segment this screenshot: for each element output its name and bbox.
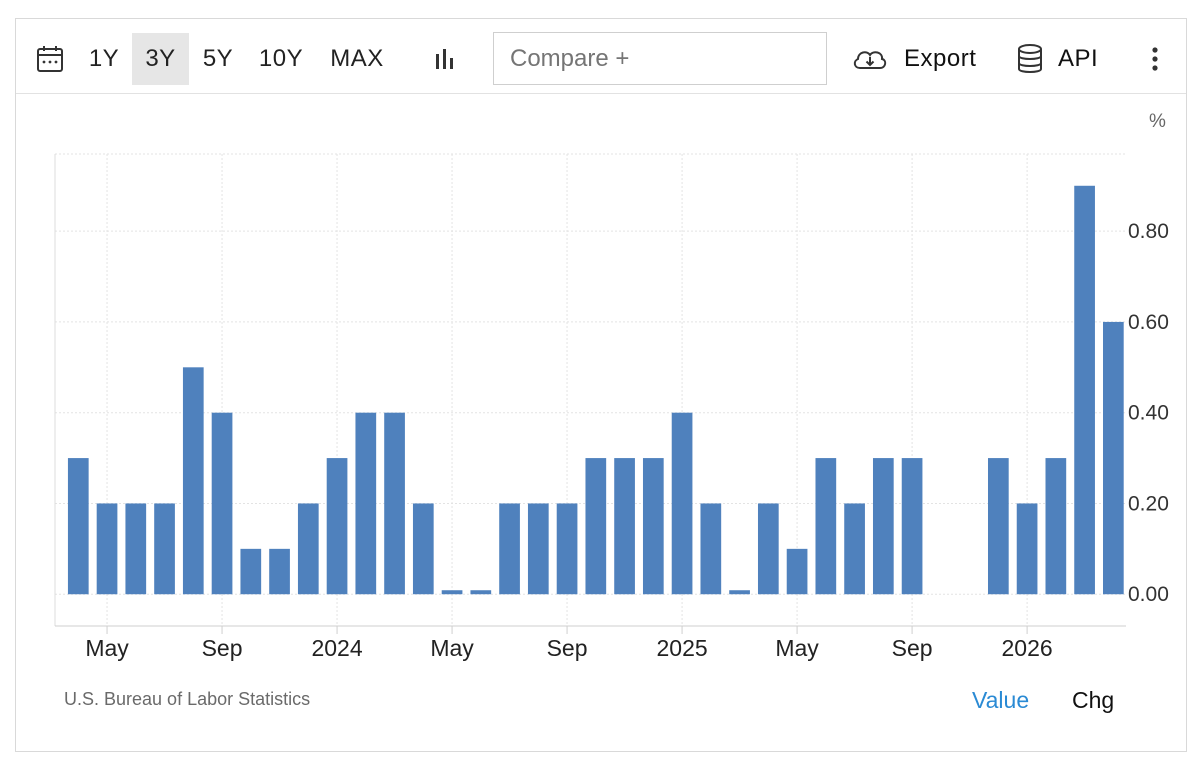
bar xyxy=(844,503,865,595)
x-tick-label: Sep xyxy=(892,635,933,661)
more-options-button[interactable] xyxy=(1140,33,1170,85)
y-tick-label: 0.60 xyxy=(1128,311,1169,334)
bar xyxy=(67,458,89,595)
y-axis-unit: % xyxy=(1149,111,1166,132)
bar xyxy=(642,458,664,595)
bar xyxy=(1074,185,1095,595)
bar xyxy=(240,548,262,595)
bar xyxy=(297,503,319,595)
x-tick-label: Sep xyxy=(547,635,588,661)
bar xyxy=(901,458,923,595)
x-tick-label: 2025 xyxy=(656,635,707,661)
bar xyxy=(499,503,520,595)
cloud-download-icon xyxy=(853,51,887,69)
bar xyxy=(1102,321,1124,595)
bar xyxy=(326,458,348,595)
calendar-button[interactable] xyxy=(30,33,70,85)
y-tick-label: 0.40 xyxy=(1128,402,1169,425)
bar xyxy=(757,503,779,595)
bar xyxy=(441,590,463,595)
bar xyxy=(729,590,750,595)
x-tick-label: May xyxy=(775,635,819,661)
export-button[interactable]: Export xyxy=(850,33,986,85)
bar xyxy=(125,503,147,595)
export-label: Export xyxy=(904,45,977,72)
chart-toolbar: 1Y 3Y 5Y 10Y MAX Compare + Export xyxy=(16,19,1186,94)
bar xyxy=(872,458,894,595)
bar xyxy=(987,458,1009,595)
value-toggle[interactable]: Value xyxy=(972,687,1030,713)
range-5y-button[interactable]: 5Y xyxy=(202,45,234,72)
bar xyxy=(182,367,204,595)
bar xyxy=(671,412,693,595)
range-3y-button[interactable]: 3Y xyxy=(132,33,189,85)
x-tick-label: May xyxy=(85,635,129,661)
x-tick-label: 2024 xyxy=(311,635,362,661)
bar xyxy=(412,503,434,595)
x-tick-label: Sep xyxy=(202,635,243,661)
bar xyxy=(556,503,578,595)
bar xyxy=(470,590,492,595)
bar xyxy=(211,412,233,595)
database-icon xyxy=(1018,44,1042,73)
bar xyxy=(96,503,118,595)
source-credit[interactable]: U.S. Bureau of Labor Statistics xyxy=(64,689,311,709)
chart-type-button[interactable] xyxy=(428,33,462,85)
bar xyxy=(527,503,549,595)
x-tick-label: May xyxy=(430,635,474,661)
bar xyxy=(1045,458,1067,595)
calendar-icon xyxy=(37,46,63,72)
range-max-button[interactable]: MAX xyxy=(330,45,384,72)
y-tick-label: 0.00 xyxy=(1128,583,1169,606)
bar xyxy=(700,503,722,595)
bar xyxy=(355,412,377,595)
range-10y-button[interactable]: 10Y xyxy=(258,45,304,72)
x-tick-label: 2026 xyxy=(1002,635,1053,661)
bar-chart: 0.00 0.20 0.40 0.60 0.80 May Sep 2024 May Sep 2025… xyxy=(54,153,1169,661)
more-vertical-icon xyxy=(1152,47,1158,71)
bar xyxy=(154,503,175,595)
compare-input[interactable]: Compare + xyxy=(493,32,827,85)
bar xyxy=(786,548,808,595)
chart-widget: 1Y 3Y 5Y 10Y MAX Compare + Export xyxy=(15,18,1187,752)
bar xyxy=(1016,503,1038,595)
bar xyxy=(585,458,607,595)
bar xyxy=(614,458,635,595)
y-tick-label: 0.80 xyxy=(1128,220,1169,243)
bar xyxy=(269,548,290,595)
bar xyxy=(815,458,837,595)
bar xyxy=(384,412,405,595)
api-label: API xyxy=(1058,45,1099,72)
chg-toggle[interactable]: Chg xyxy=(1072,687,1115,713)
range-1y-button[interactable]: 1Y xyxy=(88,45,120,72)
api-button[interactable]: API xyxy=(1016,33,1112,85)
y-tick-label: 0.20 xyxy=(1128,492,1169,515)
bar-chart-icon xyxy=(436,49,453,69)
